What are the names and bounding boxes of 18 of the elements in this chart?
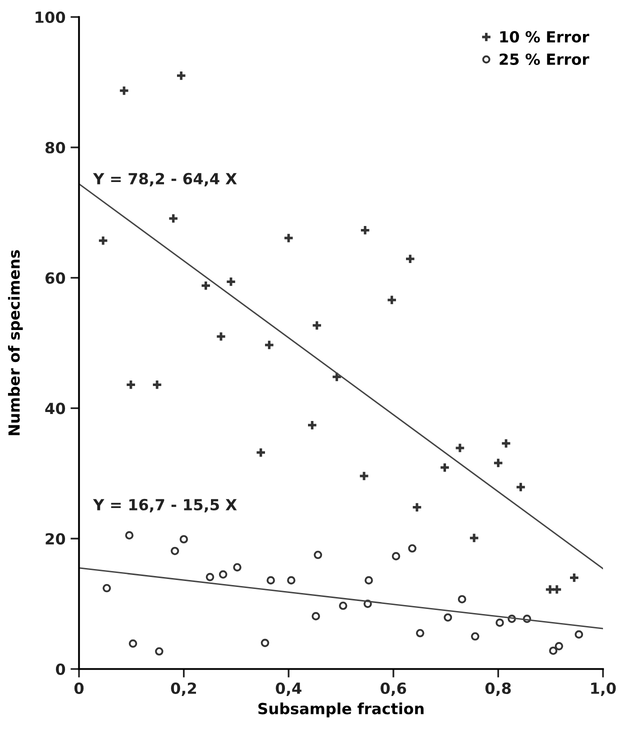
x-tick-label: 0,6 [380,682,406,696]
x-tick-label: 0,2 [171,682,196,696]
annotation: Y = 78,2 - 64,4 X [93,172,237,186]
x-tick-label: 1,0 [591,682,616,696]
y-tick-label: 40 [45,402,66,414]
y-tick-label: 60 [45,272,66,284]
y-axis-title: Number of specimens [8,250,23,436]
legend-label: 25 % Error [500,53,590,65]
y-tick-label: 20 [46,533,66,545]
y-tick-label: 80 [45,142,66,154]
x-axis-title: Subsample fraction [258,702,424,718]
x-tick-label: 0,4 [276,682,302,696]
legend-label: 10 % Error [500,31,590,43]
x-tick-label: 0,8 [485,682,511,696]
x-tick-label: 0 [74,682,84,694]
y-tick-label: 0 [56,663,66,676]
y-tick-label: 100 [36,11,66,24]
annotation: Y = 16,7 - 15,5 X [93,498,237,512]
